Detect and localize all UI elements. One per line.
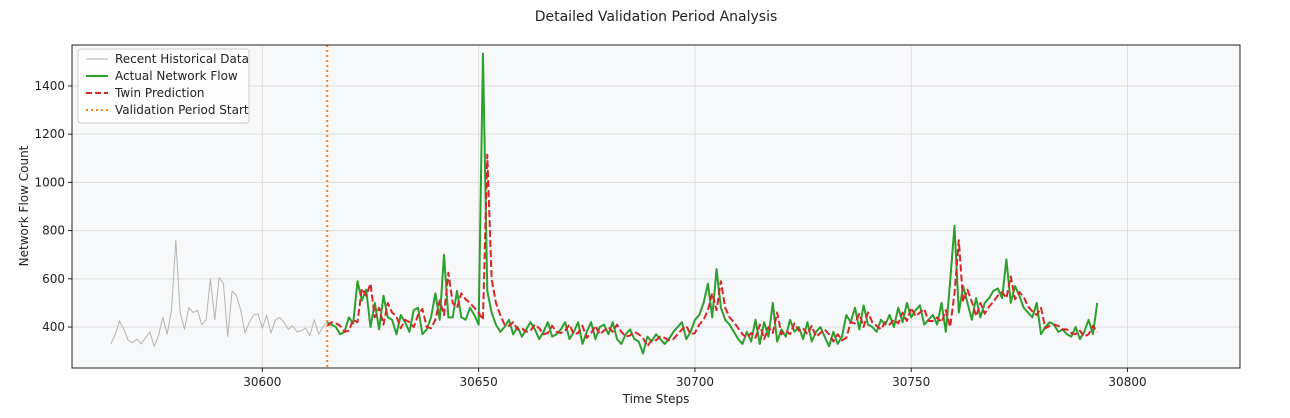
y-axis: 400 600 800 1000 1200 1400 [34, 79, 72, 334]
legend-label-actual: Actual Network Flow [115, 69, 238, 83]
series-actual-line [326, 52, 1099, 355]
plot-frame [71, 44, 1241, 369]
legend-label-prediction: Twin Prediction [114, 86, 205, 100]
y-axis-label: Network Flow Count [17, 145, 31, 266]
x-axis: 30600 30650 30700 30750 30800 [243, 368, 1147, 389]
y-tick-label: 1200 [34, 127, 65, 141]
y-tick-label: 1400 [34, 79, 65, 93]
legend-label-validation: Validation Period Start [115, 103, 249, 117]
y-tick-label: 400 [42, 320, 65, 334]
legend-box [77, 48, 250, 124]
grid [72, 45, 1240, 368]
x-axis-label: Time Steps [622, 392, 690, 406]
y-tick-label: 1000 [34, 175, 65, 189]
y-tick-label: 800 [42, 224, 65, 238]
y-tick-label: 600 [42, 272, 65, 286]
x-tick-label: 30650 [460, 375, 498, 389]
chart-title: Detailed Validation Period Analysis [535, 9, 778, 25]
series-historical-line [110, 239, 332, 347]
legend: Recent Historical Data Actual Network Fl… [77, 48, 250, 124]
x-tick-label: 30750 [892, 375, 930, 389]
x-tick-label: 30600 [243, 375, 281, 389]
series-prediction-line [326, 153, 1099, 348]
legend-label-historical: Recent Historical Data [115, 52, 249, 66]
x-tick-label: 30700 [676, 375, 714, 389]
x-tick-label: 30800 [1108, 375, 1146, 389]
plot-area [72, 45, 1240, 368]
series-layer [110, 45, 1099, 368]
